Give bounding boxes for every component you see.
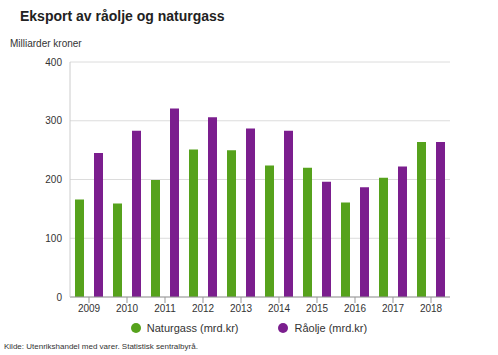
svg-text:100: 100 bbox=[45, 233, 62, 244]
html-text:Råolje (mrd.kr): Råolje (mrd.kr) bbox=[294, 322, 368, 334]
svg-text:2012: 2012 bbox=[192, 303, 215, 314]
svg-text:2018: 2018 bbox=[420, 303, 443, 314]
svg-text:2010: 2010 bbox=[116, 303, 139, 314]
html-text:Kilde: Utenrikshandel med vare: Kilde: Utenrikshandel med varer. Statist… bbox=[4, 342, 198, 351]
svg-text:2009: 2009 bbox=[78, 303, 101, 314]
html-text:Milliarder kroner: Milliarder kroner bbox=[10, 38, 82, 49]
html-text:Eksport av råolje og naturgass: Eksport av råolje og naturgass bbox=[20, 8, 225, 24]
svg-text:2013: 2013 bbox=[230, 303, 253, 314]
svg-text:200: 200 bbox=[45, 174, 62, 185]
svg-text:2011: 2011 bbox=[154, 303, 176, 314]
svg-text:2017: 2017 bbox=[382, 303, 405, 314]
svg-text:2016: 2016 bbox=[344, 303, 367, 314]
svg-text:0: 0 bbox=[56, 292, 62, 303]
svg-text:2014: 2014 bbox=[268, 303, 291, 314]
svg-text:2015: 2015 bbox=[306, 303, 329, 314]
svg-text:400: 400 bbox=[45, 57, 62, 68]
svg-text:300: 300 bbox=[45, 115, 62, 126]
html-text:Naturgass (mrd.kr): Naturgass (mrd.kr) bbox=[146, 322, 239, 334]
